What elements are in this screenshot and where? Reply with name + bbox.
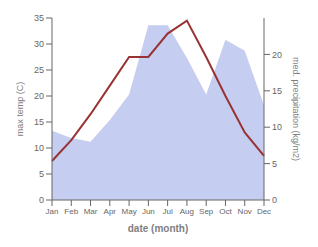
svg-text:date (month): date (month) xyxy=(128,223,189,234)
svg-text:Aug: Aug xyxy=(180,207,194,216)
svg-text:30: 30 xyxy=(34,39,44,49)
svg-text:5: 5 xyxy=(39,169,44,179)
svg-text:Oct: Oct xyxy=(219,207,232,216)
svg-text:20: 20 xyxy=(34,91,44,101)
svg-text:20: 20 xyxy=(272,50,282,60)
svg-text:Jul: Jul xyxy=(163,207,173,216)
svg-text:med. precipitation (kg/m2): med. precipitation (kg/m2) xyxy=(291,57,301,161)
svg-text:Sep: Sep xyxy=(199,207,214,216)
svg-text:Mar: Mar xyxy=(84,207,98,216)
svg-text:Feb: Feb xyxy=(64,207,78,216)
svg-text:15: 15 xyxy=(34,117,44,127)
svg-text:max temp (C): max temp (C) xyxy=(15,82,25,137)
svg-text:25: 25 xyxy=(34,65,44,75)
svg-text:Jun: Jun xyxy=(142,207,155,216)
svg-text:15: 15 xyxy=(272,86,282,96)
svg-text:Nov: Nov xyxy=(238,207,252,216)
svg-text:0: 0 xyxy=(39,195,44,205)
svg-text:10: 10 xyxy=(272,122,282,132)
svg-text:0: 0 xyxy=(272,195,277,205)
svg-text:5: 5 xyxy=(272,159,277,169)
svg-text:May: May xyxy=(122,207,137,216)
svg-text:Apr: Apr xyxy=(104,207,117,216)
svg-text:Jan: Jan xyxy=(46,207,59,216)
svg-text:10: 10 xyxy=(34,143,44,153)
svg-text:Dec: Dec xyxy=(257,207,271,216)
svg-text:35: 35 xyxy=(34,13,44,23)
